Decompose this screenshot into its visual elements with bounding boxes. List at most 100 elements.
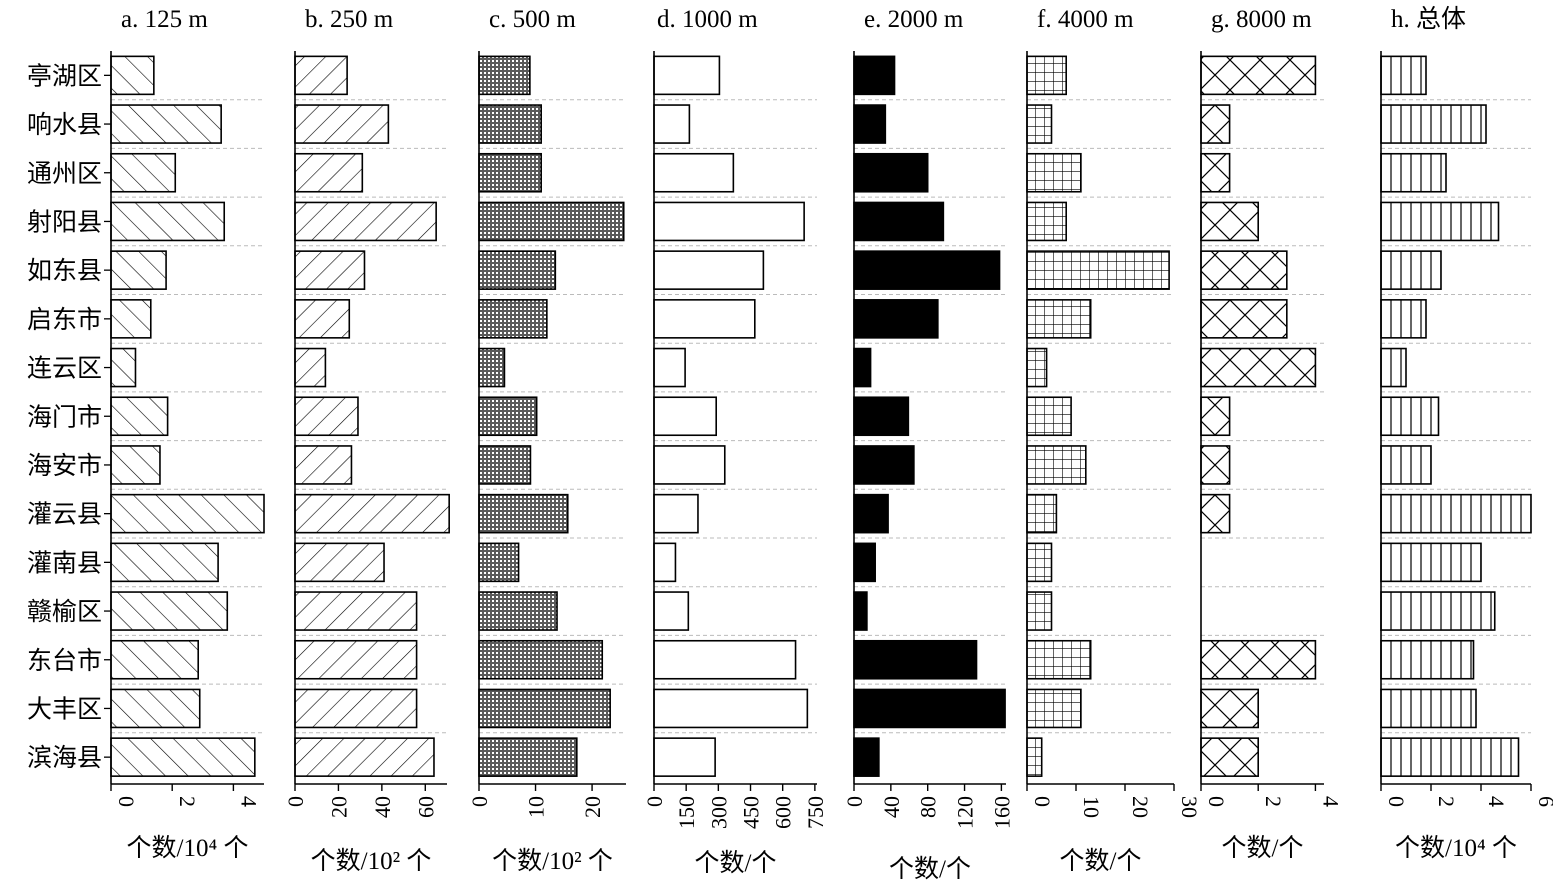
bar: [294, 152, 364, 193]
bar: [1200, 104, 1231, 144]
bar: [110, 55, 155, 96]
tick-label: 40: [879, 796, 904, 818]
tick-label: 0: [283, 796, 308, 807]
bar: [478, 493, 569, 534]
bar: [110, 639, 200, 680]
bar: [653, 737, 716, 777]
tick-label: 0: [467, 796, 492, 807]
bar: [1026, 445, 1087, 485]
tick-label: 4: [1484, 796, 1509, 807]
bar: [1380, 396, 1440, 437]
tick-label: 300: [706, 796, 731, 829]
bar: [110, 104, 222, 144]
x-axis-label: 个数/10² 个: [311, 847, 432, 875]
bar: [294, 201, 437, 242]
bar: [1026, 688, 1082, 729]
bar: [653, 152, 735, 193]
tick-label: 0: [1384, 796, 1409, 807]
tick-label: 0: [114, 796, 139, 807]
bar: [1200, 445, 1231, 485]
bar: [478, 299, 548, 339]
tick-label: 20: [580, 796, 605, 818]
bar: [294, 250, 366, 290]
category-label: 海门市: [27, 403, 102, 431]
bar: [653, 445, 726, 485]
tick-label: 2: [1261, 796, 1286, 807]
tick-label: 2: [175, 796, 200, 807]
bar: [1380, 445, 1432, 485]
bar: [478, 250, 557, 290]
bar: [110, 542, 219, 583]
bar: [653, 250, 765, 290]
bar: [110, 250, 167, 290]
bar: [853, 55, 896, 96]
tick-label: 0: [1204, 796, 1229, 807]
panel-d: 0 150 300 450 600 750 d. 1000 m 个数/个: [642, 6, 828, 877]
bar: [110, 688, 201, 729]
bar: [853, 737, 880, 777]
tick-label: 4: [1318, 796, 1343, 807]
bar: [1380, 201, 1500, 242]
bar: [294, 639, 418, 680]
bar: [294, 104, 390, 144]
bar: [478, 152, 542, 193]
bar: [1026, 104, 1053, 144]
tick-label: 40: [370, 796, 395, 818]
bar: [653, 542, 677, 583]
panel-title: a. 125 m: [121, 6, 208, 33]
panel-g: 0 2 4 g. 8000 m 个数/个: [1200, 6, 1343, 862]
bar: [1026, 201, 1068, 242]
bar: [110, 152, 177, 193]
tick-label: 20: [1128, 796, 1153, 818]
bar: [1380, 104, 1487, 144]
bar: [478, 639, 604, 680]
bar: [1200, 396, 1231, 437]
bar: [1380, 347, 1407, 388]
bar: [1200, 737, 1260, 777]
x-axis-label: 个数/个: [695, 849, 777, 877]
bar: [110, 737, 256, 777]
bar: [478, 445, 532, 485]
bar: [653, 688, 809, 729]
bar: [1026, 250, 1170, 290]
bar: [1200, 55, 1317, 96]
bar: [294, 347, 327, 388]
bar: [1026, 396, 1072, 437]
panel-title: b. 250 m: [305, 6, 394, 33]
category-label: 射阳县: [27, 208, 102, 236]
tick-label: 750: [803, 796, 828, 829]
panel-title: d. 1000 m: [657, 6, 758, 33]
bar: [1026, 152, 1082, 193]
panel-a: 0 2 4 a. 125 m 个数/10⁴ 个: [110, 6, 265, 862]
bar: [110, 299, 152, 339]
tick-label: 450: [739, 796, 764, 829]
bar: [478, 104, 542, 144]
bar: [478, 201, 625, 242]
bar: [1200, 639, 1317, 680]
bar: [1380, 688, 1477, 729]
tick-label: 4: [236, 796, 261, 807]
tick-label: 0: [642, 796, 667, 807]
bar: [853, 639, 978, 680]
tick-label: 80: [916, 796, 941, 818]
bar: [478, 347, 506, 388]
bar: [653, 347, 686, 388]
panel-e: 0 40 80 120 160 e. 2000 m 个数/个: [842, 6, 1014, 883]
category-label: 响水县: [27, 111, 102, 139]
bar: [294, 55, 348, 96]
bar: [853, 299, 939, 339]
tick-label: 0: [1030, 796, 1055, 807]
bar: [1380, 591, 1496, 631]
bar: [1200, 299, 1288, 339]
bar: [1026, 55, 1068, 96]
bar: [853, 591, 868, 631]
tick-label: 20: [326, 796, 351, 818]
bar: [294, 737, 435, 777]
x-axis-label: 个数/个: [1222, 834, 1304, 862]
bar: [1380, 250, 1442, 290]
tick-label: 10: [1079, 796, 1104, 818]
bar: [294, 299, 351, 339]
bar: [653, 299, 756, 339]
bar: [478, 542, 520, 583]
bar: [478, 591, 558, 631]
